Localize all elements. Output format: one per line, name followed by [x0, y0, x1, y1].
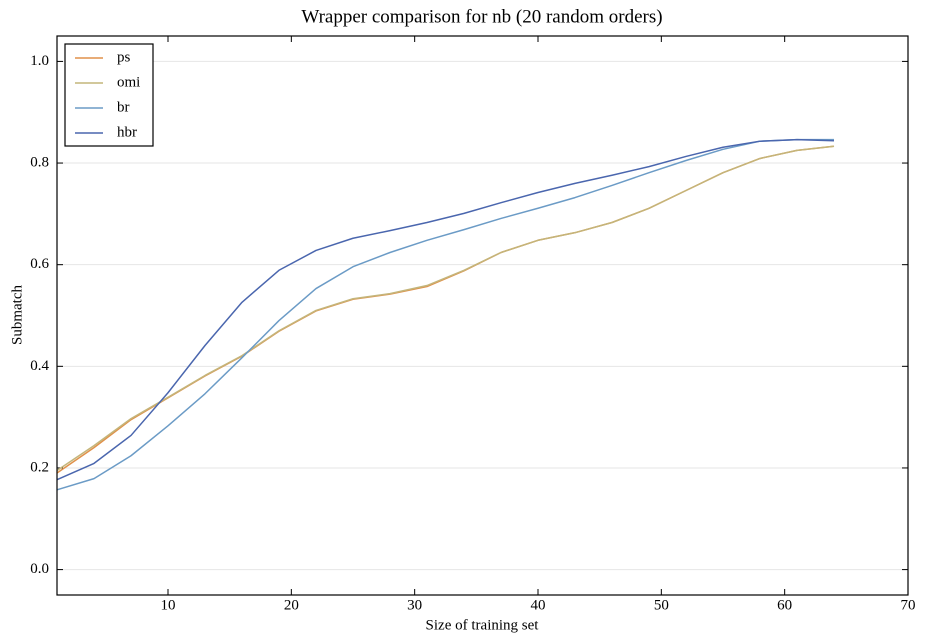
x-tick-label: 30	[407, 597, 422, 613]
x-tick-label: 20	[284, 597, 299, 613]
y-axis-label: Submatch	[9, 285, 25, 345]
x-tick-label: 50	[654, 597, 669, 613]
legend-box	[64, 43, 154, 147]
x-axis-label: Size of training set	[426, 617, 540, 633]
x-tick-label: 70	[901, 597, 916, 613]
y-tick-label: 1.0	[30, 53, 49, 69]
plot-frame	[56, 35, 909, 596]
legend-label: omi	[117, 74, 140, 90]
series-line	[56, 145, 835, 472]
legend-label: hbr	[117, 124, 137, 140]
y-tick-label: 0.4	[30, 358, 49, 374]
y-tick-label: 0.2	[30, 459, 49, 475]
chart-title: Wrapper comparison for nb (20 random ord…	[301, 6, 662, 27]
series-line	[56, 138, 835, 481]
y-tick-label: 0.0	[30, 561, 49, 577]
y-tick-label: 0.6	[30, 256, 49, 272]
x-tick-label: 40	[531, 597, 546, 613]
x-tick-label: 10	[161, 597, 176, 613]
legend-label: ps	[117, 49, 131, 65]
x-tick-label: 60	[777, 597, 792, 613]
legend-label: br	[117, 99, 130, 115]
legend: ps omi br hbr	[64, 43, 154, 147]
series-line	[56, 138, 834, 491]
y-tick-label: 0.8	[30, 154, 49, 170]
